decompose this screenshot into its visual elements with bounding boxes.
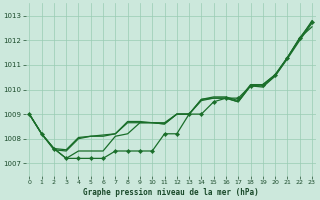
X-axis label: Graphe pression niveau de la mer (hPa): Graphe pression niveau de la mer (hPa) [83,188,259,197]
